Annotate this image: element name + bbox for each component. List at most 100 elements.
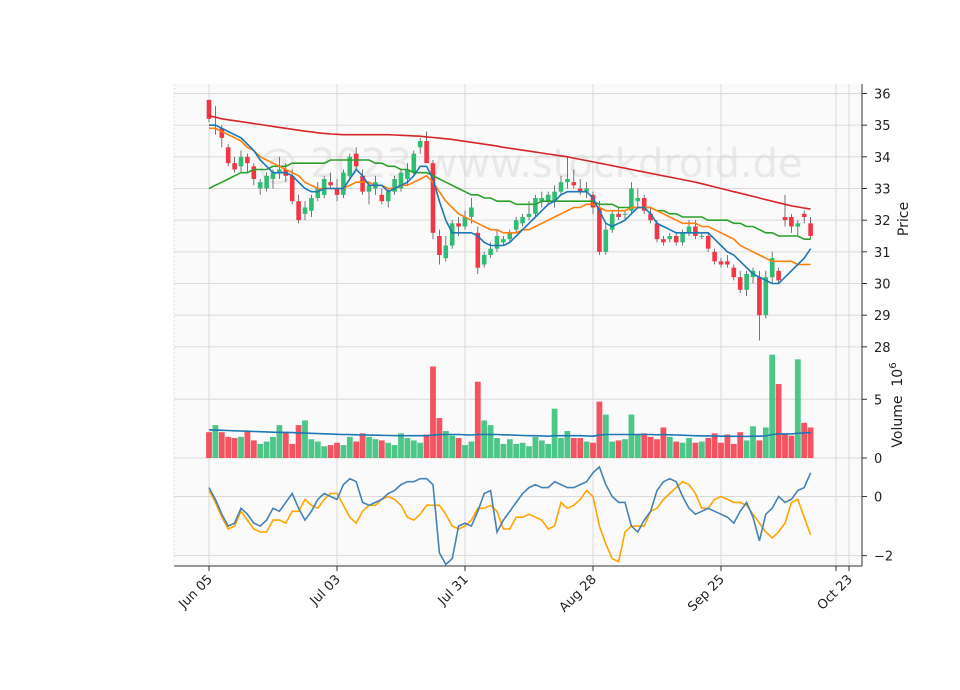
candle: [430, 160, 436, 240]
price-tick-label: 29: [874, 309, 891, 324]
volume-bar: [513, 443, 520, 458]
volume-bar: [743, 440, 750, 458]
volume-bar: [436, 418, 443, 458]
x-tick-label: Sep 25: [685, 572, 728, 615]
candle: [648, 207, 653, 224]
x-tick-label: Aug 28: [557, 572, 600, 615]
volume-bar: [807, 427, 814, 458]
price-tick-label: 32: [874, 214, 891, 229]
volume-bar: [762, 427, 769, 458]
volume-bar: [654, 439, 660, 458]
ema-long-line: [208, 159, 811, 240]
volume-bar: [609, 441, 616, 458]
x-tick-label: Jul 31: [435, 572, 472, 609]
volume-bar: [385, 442, 392, 458]
volume-bar: [698, 441, 705, 458]
oscillator-signal-line: [208, 480, 812, 563]
volume-bar: [487, 425, 494, 458]
candle: [622, 210, 628, 221]
candle: [494, 229, 500, 252]
candle: [616, 207, 621, 221]
volume-bar: [391, 445, 398, 458]
candle: [309, 194, 314, 217]
volume-bar: [705, 438, 712, 458]
volume-bar: [538, 440, 545, 458]
candle: [757, 270, 762, 341]
volume-average-line: [208, 429, 811, 438]
volume-bar: [756, 440, 763, 458]
candle: [533, 194, 538, 217]
candle: [789, 213, 794, 233]
volume-bar: [577, 438, 584, 458]
oscillator-main-line: [208, 465, 812, 566]
volume-bar: [545, 443, 552, 458]
candle: [462, 210, 468, 230]
volume-bar: [372, 439, 379, 458]
volume-bar: [218, 432, 225, 458]
candle: [725, 255, 730, 268]
volume-tick-label: 5: [874, 393, 882, 408]
volume-bar: [724, 434, 731, 458]
oscillator-panel: [174, 458, 862, 566]
price-tick-label: 34: [874, 151, 891, 166]
volume-bar: [206, 432, 212, 458]
candle: [475, 226, 481, 274]
volume-bar: [263, 441, 270, 458]
volume-bar: [238, 436, 244, 458]
candle: [737, 270, 743, 293]
volume-bar: [474, 381, 481, 458]
volume-bar: [641, 433, 648, 458]
volume-bar: [289, 443, 296, 458]
candle: [609, 210, 615, 233]
candle: [437, 229, 442, 265]
price-tick-label: 30: [874, 278, 891, 293]
candle: [245, 153, 250, 173]
volume-bar: [526, 446, 532, 458]
candle: [334, 179, 340, 202]
volume-bar: [692, 442, 699, 458]
volume-bar: [244, 431, 251, 458]
candle: [552, 185, 557, 208]
candle: [808, 217, 813, 240]
candle: [513, 217, 519, 233]
volume-bar: [346, 436, 353, 458]
candle: [545, 191, 551, 205]
volume-bar: [519, 442, 526, 458]
volume-bar: [666, 436, 673, 458]
candle: [251, 163, 257, 186]
volume-bar: [583, 441, 590, 458]
volume-bar: [628, 414, 635, 458]
volume-bar: [602, 414, 609, 458]
price-tick-label: 31: [874, 246, 891, 261]
volume-bar: [794, 359, 801, 458]
candle: [565, 156, 570, 189]
candle: [776, 267, 781, 284]
volume-bar: [462, 445, 468, 458]
candle: [238, 150, 244, 173]
volume-bar: [481, 420, 488, 458]
volume-bar: [398, 433, 404, 458]
volume-bar: [282, 432, 289, 458]
ma-trend-line: [208, 114, 811, 210]
candle: [571, 169, 577, 189]
candle: [264, 172, 269, 192]
volume-bar: [686, 438, 692, 458]
volume-bar: [634, 434, 641, 458]
x-tick-label: Jul 03: [307, 572, 344, 609]
candle: [795, 220, 801, 236]
volume-bar: [570, 438, 577, 458]
volume-bar: [468, 441, 475, 458]
candle: [763, 270, 769, 319]
candle: [392, 175, 397, 195]
volume-bar: [430, 366, 436, 458]
volume-bar: [769, 354, 776, 458]
volume-bar: [308, 439, 315, 458]
volume-bar: [782, 434, 788, 458]
candle: [769, 251, 775, 284]
candle: [782, 194, 788, 227]
candle: [801, 210, 807, 224]
candle: [225, 144, 231, 167]
volume-bar: [231, 438, 238, 458]
ema-mid-line: [209, 127, 811, 266]
candle: [718, 258, 724, 268]
